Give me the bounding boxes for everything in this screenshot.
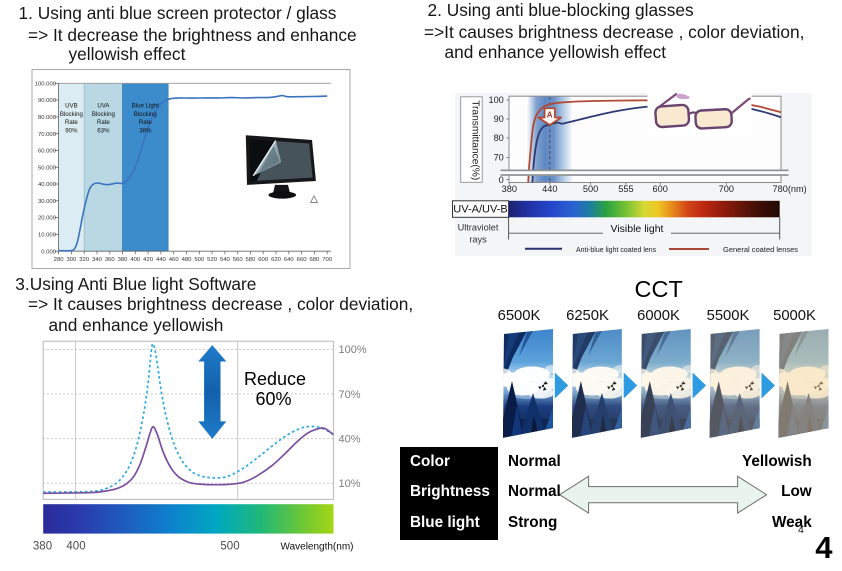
svg-text:520: 520 xyxy=(207,257,218,263)
svg-text:400: 400 xyxy=(66,541,85,553)
svg-text:440: 440 xyxy=(156,257,167,263)
svg-text:40%: 40% xyxy=(339,433,361,445)
svg-text:70%: 70% xyxy=(339,389,361,401)
svg-text:660: 660 xyxy=(297,257,308,263)
svg-text:Rate: Rate xyxy=(65,119,78,126)
svg-text:Blue Light: Blue Light xyxy=(132,103,159,110)
svg-text:A: A xyxy=(547,111,553,120)
svg-text:40.000: 40.000 xyxy=(38,182,57,188)
svg-text:100%: 100% xyxy=(339,344,367,356)
svg-text:Rate: Rate xyxy=(97,119,110,126)
svg-text:380: 380 xyxy=(502,184,517,194)
svg-text:580: 580 xyxy=(245,257,256,263)
svg-text:Anti-blue light coated lens: Anti-blue light coated lens xyxy=(576,247,657,254)
svg-text:10.000: 10.000 xyxy=(38,233,57,239)
svg-text:90%: 90% xyxy=(65,128,78,135)
svg-text:480: 480 xyxy=(182,257,193,263)
svg-text:70.000: 70.000 xyxy=(38,132,57,138)
svg-text:280: 280 xyxy=(54,257,65,263)
svg-text:70: 70 xyxy=(494,153,504,163)
svg-text:500: 500 xyxy=(220,541,239,553)
svg-text:Visible light: Visible light xyxy=(611,223,664,235)
svg-text:460: 460 xyxy=(169,257,180,263)
svg-text:Wavelength(nm): Wavelength(nm) xyxy=(281,542,354,553)
svg-text:100: 100 xyxy=(488,95,503,105)
svg-text:560: 560 xyxy=(233,257,244,263)
svg-text:20.000: 20.000 xyxy=(38,216,57,222)
svg-text:90: 90 xyxy=(494,114,504,124)
svg-text:380: 380 xyxy=(33,541,52,553)
svg-text:640: 640 xyxy=(284,257,295,263)
svg-text:0.000: 0.000 xyxy=(41,249,56,255)
svg-text:500: 500 xyxy=(194,257,205,263)
svg-text:Blocking: Blocking xyxy=(134,111,157,118)
svg-text:rays: rays xyxy=(469,235,487,245)
svg-text:555: 555 xyxy=(618,184,633,194)
svg-text:620: 620 xyxy=(271,257,282,263)
svg-text:General coated lenses: General coated lenses xyxy=(723,245,798,254)
svg-text:700: 700 xyxy=(322,257,333,263)
svg-text:360: 360 xyxy=(105,257,116,263)
svg-text:680: 680 xyxy=(309,257,320,263)
svg-text:10%: 10% xyxy=(339,478,361,490)
svg-text:Blocking: Blocking xyxy=(60,111,83,118)
svg-text:63%: 63% xyxy=(97,128,110,135)
svg-text:420: 420 xyxy=(143,257,154,263)
svg-text:440: 440 xyxy=(542,184,557,194)
svg-text:340: 340 xyxy=(92,257,103,263)
svg-text:Ultraviolet: Ultraviolet xyxy=(458,223,499,233)
svg-text:Rate: Rate xyxy=(139,119,152,126)
svg-text:30.000: 30.000 xyxy=(38,199,57,205)
svg-text:UV-A/UV-B: UV-A/UV-B xyxy=(453,204,507,216)
svg-text:80.000: 80.000 xyxy=(38,115,57,121)
svg-text:300: 300 xyxy=(66,257,77,263)
svg-text:UVB: UVB xyxy=(65,103,78,110)
svg-text:60.000: 60.000 xyxy=(38,149,57,155)
svg-text:100.000: 100.000 xyxy=(35,81,57,87)
svg-text:380: 380 xyxy=(118,257,129,263)
svg-text:400: 400 xyxy=(130,257,141,263)
svg-text:540: 540 xyxy=(220,257,231,263)
svg-text:780(nm): 780(nm) xyxy=(773,184,807,194)
svg-text:600: 600 xyxy=(258,257,269,263)
svg-text:Blocking: Blocking xyxy=(92,111,115,118)
svg-text:38%: 38% xyxy=(139,128,152,135)
svg-text:UVA: UVA xyxy=(97,103,110,110)
svg-text:600: 600 xyxy=(653,184,668,194)
svg-text:320: 320 xyxy=(79,257,90,263)
svg-text:700: 700 xyxy=(719,184,734,194)
svg-text:90.000: 90.000 xyxy=(38,98,57,104)
svg-text:500: 500 xyxy=(583,184,598,194)
svg-text:Transmittance(%): Transmittance(%) xyxy=(470,100,481,180)
svg-text:50.000: 50.000 xyxy=(38,165,57,171)
svg-text:0: 0 xyxy=(499,175,504,185)
svg-text:80: 80 xyxy=(494,133,504,143)
